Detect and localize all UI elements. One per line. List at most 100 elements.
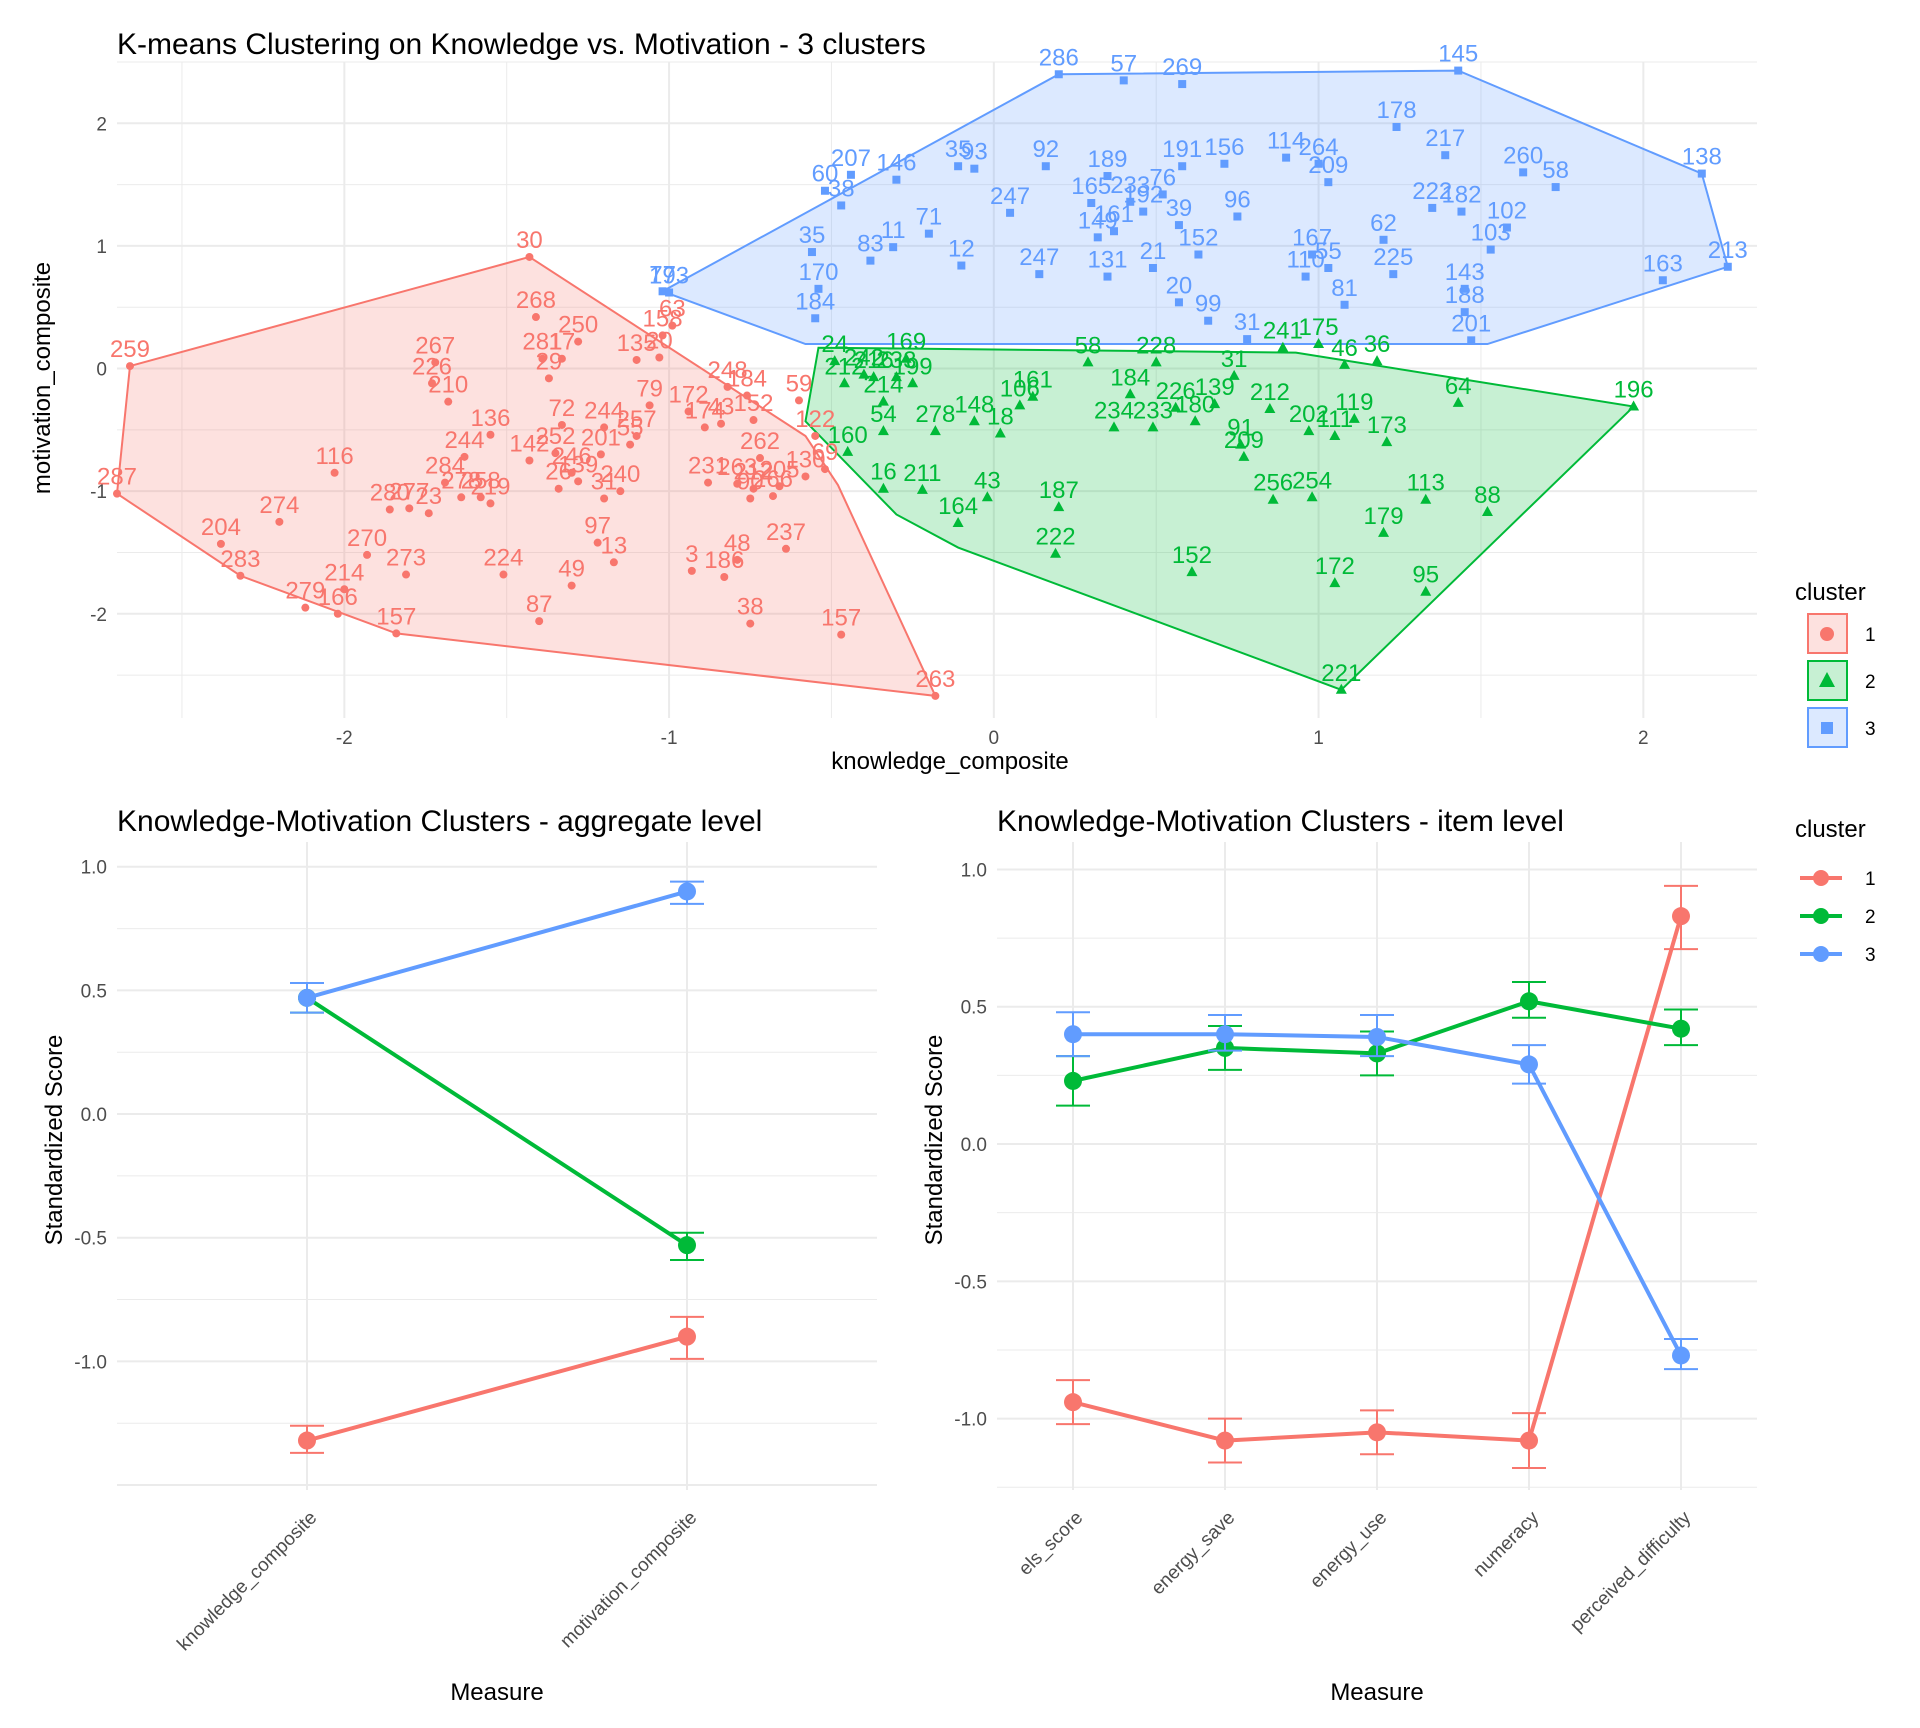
cluster-1-point [723,382,732,391]
x-tick-label: -1 [661,728,678,749]
point-label: 142 [509,431,549,458]
cluster-1-point [525,456,534,465]
cluster-1-point [333,609,342,618]
x-tick-label: energy_save [1148,1507,1240,1599]
point-label: 160 [828,422,868,449]
item-y-axis-title: Standardized Score [921,1035,948,1246]
point-label: 242 [844,345,884,372]
point-label: 149 [1078,207,1118,234]
cluster-2-point [900,352,912,363]
point-label: 210 [428,372,468,399]
point-label: 252 [535,423,575,450]
point-label: 286 [1039,44,1079,71]
cluster-1-point [457,493,466,502]
item-series-3-point [1520,1055,1538,1074]
cluster-2-point [1053,501,1065,512]
point-label: 287 [97,464,137,491]
cluster-1-point [632,431,641,440]
cluster-2-point [1313,338,1325,349]
point-label: 182 [1441,182,1481,209]
point-label: 24 [821,331,848,358]
cluster-hulls [115,69,1729,698]
point-label: 114 [1267,128,1305,155]
cluster-1-point [544,374,553,383]
item-x-axis-title: Measure [1330,1679,1423,1706]
cluster-3-point [1178,80,1187,89]
cluster-1-point [405,504,414,513]
item-series-2-point [1064,1071,1082,1090]
cluster-3-point [957,261,966,270]
cluster-2-point [994,427,1006,438]
cluster-3-point [1103,172,1112,181]
point-label: 209 [1224,427,1264,454]
legend-label: 3 [1865,719,1876,740]
aggregate-series-1-point [298,1431,316,1450]
cluster-2-point [877,482,889,493]
legend-label: 2 [1865,907,1876,928]
point-label: 219 [470,473,510,500]
scatter-legend: cluster 1 2 3 [1795,579,1876,748]
point-label: 201 [581,424,621,451]
point-label: 237 [766,519,806,546]
point-label: 91 [1227,415,1254,442]
point-label: 71 [916,204,943,231]
point-label: 79 [636,375,663,402]
x-tick-label: knowledge_composite [173,1507,321,1655]
cluster-2-point [1277,341,1289,352]
cluster-2-point [1147,421,1159,432]
point-label: 184 [795,288,835,315]
point-label: 214 [863,372,903,399]
item-series-3-point [1672,1346,1690,1365]
point-label: 72 [549,395,576,422]
cluster-1-point [301,603,310,612]
cluster-1-point [551,449,560,458]
cluster-1-point [486,430,495,439]
cluster-3-point [814,284,823,293]
item-series-1-point [1672,907,1690,926]
cluster-2-point [1378,526,1390,537]
cluster-3-point [1340,300,1349,309]
point-label: 284 [425,453,465,480]
point-label: 21 [1140,238,1167,265]
cluster-2-point [1481,506,1493,517]
scatter-point-labels: 2592872832042742792141661571162802772702… [97,41,1748,693]
legend-label: 2 [1865,672,1876,693]
point-label: 273 [386,545,426,572]
cluster-3-point [820,186,829,195]
cluster-2-point [929,425,941,436]
point-label: 186 [704,547,744,574]
point-label: 174 [685,397,725,424]
point-label: 49 [558,556,585,583]
point-label: 157 [376,603,416,630]
item-series-3-point [1216,1025,1234,1044]
point-label: 274 [259,492,299,519]
cluster-2-point [1371,355,1383,366]
point-label: 221 [1321,660,1361,687]
point-label: 31 [1234,309,1261,336]
cluster-3-point [970,164,979,173]
cluster-1-point [668,321,677,330]
point-label: 280 [370,480,410,507]
point-label: 241 [1263,318,1303,345]
legend-key-2 [1807,660,1848,701]
cluster-3-point [1658,276,1667,285]
point-label: 23 [415,483,442,510]
y-tick-label: 1.0 [81,858,107,879]
cluster-1-point [330,468,339,477]
aggregate-series-3-point [298,988,316,1007]
point-label: 196 [1614,377,1654,404]
point-label: 222 [1412,178,1452,205]
point-label: 267 [415,332,455,359]
point-label: 175 [1299,314,1339,341]
item-panel: Knowledge-Motivation Clusters - item lev… [921,805,1757,1706]
cluster-1-point [593,538,602,547]
aggregate-series [290,880,704,1454]
y-tick-label: -1.0 [74,1352,107,1373]
point-label: 217 [1425,125,1465,152]
cluster-1-point [632,355,641,364]
point-label: 226 [412,353,452,380]
point-label: 167 [1292,225,1332,252]
aggregate-y-axis-title: Standardized Score [41,1035,68,1246]
point-label: 139 [1195,374,1235,401]
